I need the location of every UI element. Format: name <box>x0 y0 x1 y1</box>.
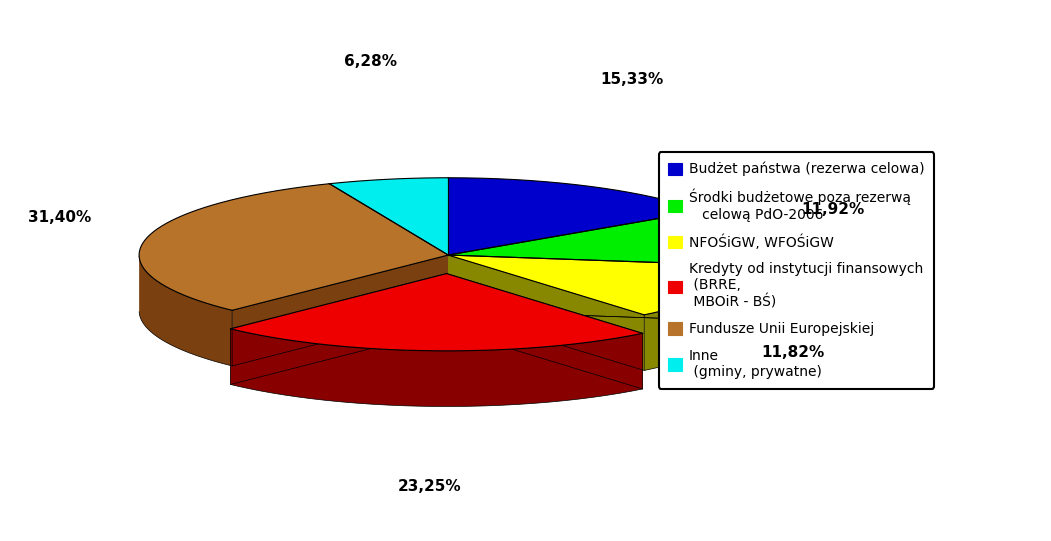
Polygon shape <box>448 255 755 321</box>
Polygon shape <box>139 184 448 311</box>
Polygon shape <box>448 255 644 371</box>
Polygon shape <box>448 255 755 315</box>
Polygon shape <box>232 255 448 366</box>
Polygon shape <box>139 256 232 366</box>
Legend: Budżet państwa (rezerwa celowa), Środki budżetowe poza rezerwą
   celową PdO-200: Budżet państwa (rezerwa celowa), Środki … <box>659 152 934 389</box>
Text: 11,82%: 11,82% <box>761 345 825 360</box>
Polygon shape <box>447 274 642 389</box>
Text: 11,92%: 11,92% <box>802 202 865 217</box>
Text: 23,25%: 23,25% <box>397 479 461 494</box>
Text: 6,28%: 6,28% <box>344 54 397 69</box>
Polygon shape <box>448 178 702 255</box>
Text: 15,33%: 15,33% <box>600 72 663 87</box>
Polygon shape <box>448 255 755 321</box>
Polygon shape <box>230 329 642 406</box>
Polygon shape <box>448 211 758 266</box>
Text: 31,40%: 31,40% <box>28 210 91 225</box>
Polygon shape <box>329 178 448 255</box>
Polygon shape <box>755 256 758 321</box>
Polygon shape <box>230 274 447 385</box>
Polygon shape <box>644 266 755 371</box>
Polygon shape <box>230 274 642 351</box>
